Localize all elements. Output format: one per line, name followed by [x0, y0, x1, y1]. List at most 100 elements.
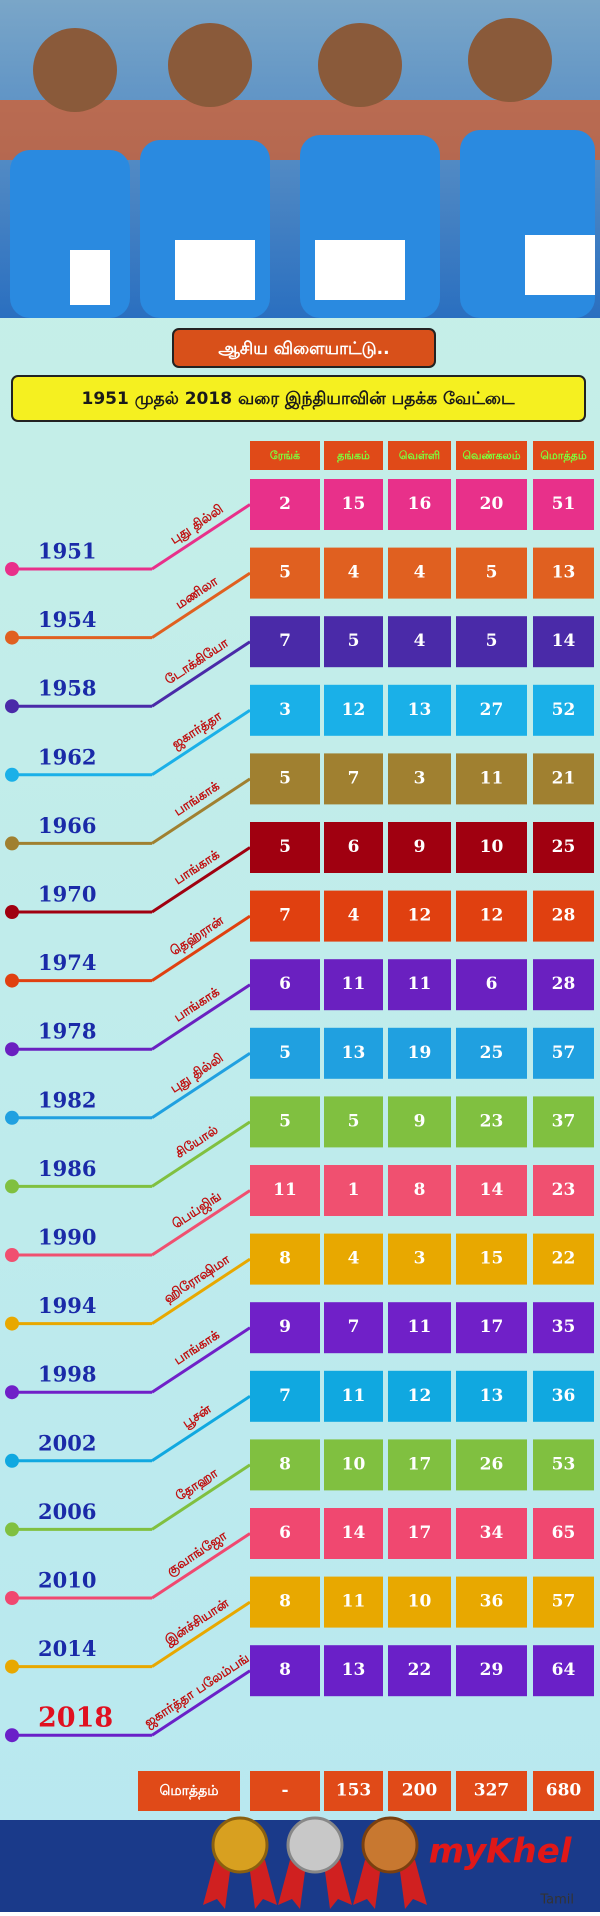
- cell: [388, 1302, 451, 1354]
- cell: [250, 616, 320, 668]
- cell-value: 23: [552, 1180, 576, 1200]
- cell-value: 22: [552, 1249, 576, 1269]
- cell-value: 5: [486, 563, 498, 583]
- cell-value: 8: [279, 1454, 291, 1474]
- logo: myKhel: [429, 1832, 573, 1872]
- cell-value: 7: [279, 631, 291, 651]
- connector: [151, 983, 251, 1051]
- total-cell: [324, 1771, 383, 1811]
- header-cell: [456, 441, 527, 470]
- cell-value: 5: [279, 1111, 291, 1131]
- year-label: 1990: [38, 1225, 96, 1250]
- cell-value: 35: [552, 1317, 576, 1337]
- cell-value: 11: [408, 974, 432, 994]
- year-label: 1951: [38, 539, 96, 564]
- cell: [456, 822, 527, 873]
- dot: [5, 1728, 19, 1743]
- year-label: 1962: [38, 744, 96, 769]
- cell: [456, 684, 527, 736]
- connector: [151, 571, 251, 639]
- cell-value: 5: [279, 837, 291, 857]
- cell-value: 7: [279, 906, 291, 926]
- cell: [456, 1439, 527, 1491]
- cell-value: 4: [414, 631, 426, 651]
- connector: [151, 1600, 251, 1668]
- year-label: 1978: [38, 1019, 96, 1044]
- total-value: 327: [474, 1781, 510, 1801]
- cell-value: 3: [414, 768, 426, 788]
- cell: [533, 959, 594, 1011]
- title-box: [172, 328, 436, 368]
- cell-value: 65: [552, 1523, 576, 1543]
- cell: [324, 1027, 383, 1079]
- cell: [388, 616, 451, 668]
- cell: [324, 1645, 383, 1697]
- cell-value: 19: [408, 1043, 432, 1063]
- cell-value: 11: [273, 1180, 297, 1200]
- cell: [250, 684, 320, 736]
- cell-value: 1: [348, 1180, 360, 1200]
- year-label: 1970: [38, 882, 96, 907]
- cell: [388, 1370, 451, 1422]
- cell: [324, 479, 383, 530]
- cell-value: 12: [408, 1386, 432, 1406]
- dot: [5, 1385, 19, 1400]
- cell: [388, 684, 451, 736]
- cell: [250, 1576, 320, 1628]
- cell-value: 27: [480, 700, 504, 720]
- header-cell: [388, 441, 451, 470]
- cell: [388, 1576, 451, 1628]
- connector: [151, 1532, 251, 1600]
- dot: [5, 836, 19, 851]
- cell: [250, 1027, 320, 1079]
- connector: [151, 1120, 251, 1188]
- cell-value: 8: [414, 1180, 426, 1200]
- connector: [151, 1326, 251, 1394]
- cell: [324, 959, 383, 1011]
- connector: [151, 1395, 251, 1463]
- cell: [324, 753, 383, 805]
- cell: [388, 1439, 451, 1491]
- cell: [250, 1302, 320, 1354]
- cell-value: 29: [480, 1660, 504, 1680]
- cell: [456, 959, 527, 1011]
- cell-value: 5: [486, 631, 498, 651]
- cell: [456, 753, 527, 805]
- logo-sub: Tamil: [539, 1893, 574, 1908]
- cell: [533, 547, 594, 599]
- dot: [5, 562, 19, 576]
- cell-value: 8: [279, 1249, 291, 1269]
- year-label: 1974: [38, 950, 96, 975]
- cell-value: 6: [279, 1523, 291, 1543]
- cell-value: 23: [480, 1111, 504, 1131]
- dot: [5, 699, 19, 714]
- cell: [324, 1508, 383, 1559]
- cell-value: 51: [552, 494, 576, 514]
- cell-value: 9: [414, 1111, 426, 1131]
- dot: [5, 1522, 19, 1537]
- cell-value: 6: [348, 837, 360, 857]
- total-value: 680: [546, 1781, 582, 1801]
- cell: [250, 1508, 320, 1559]
- total-label-box: [138, 1771, 240, 1811]
- cell: [324, 822, 383, 873]
- cell: [324, 616, 383, 668]
- cell: [250, 822, 320, 873]
- cell: [456, 1096, 527, 1148]
- cell-value: 57: [552, 1592, 576, 1612]
- header-label: மொத்தம்: [540, 449, 586, 463]
- cell: [324, 1165, 383, 1216]
- dot: [5, 1042, 19, 1057]
- cell-value: 15: [480, 1249, 504, 1269]
- cell-value: 52: [552, 700, 576, 720]
- cell-value: 11: [342, 1386, 366, 1406]
- header-label: தங்கம்: [337, 449, 370, 463]
- cell: [324, 547, 383, 599]
- cell-value: 13: [408, 700, 432, 720]
- cell-value: 12: [480, 906, 504, 926]
- cell: [533, 1576, 594, 1628]
- cell: [388, 1027, 451, 1079]
- year-label: 2014: [38, 1636, 96, 1661]
- cell-value: 4: [414, 563, 426, 583]
